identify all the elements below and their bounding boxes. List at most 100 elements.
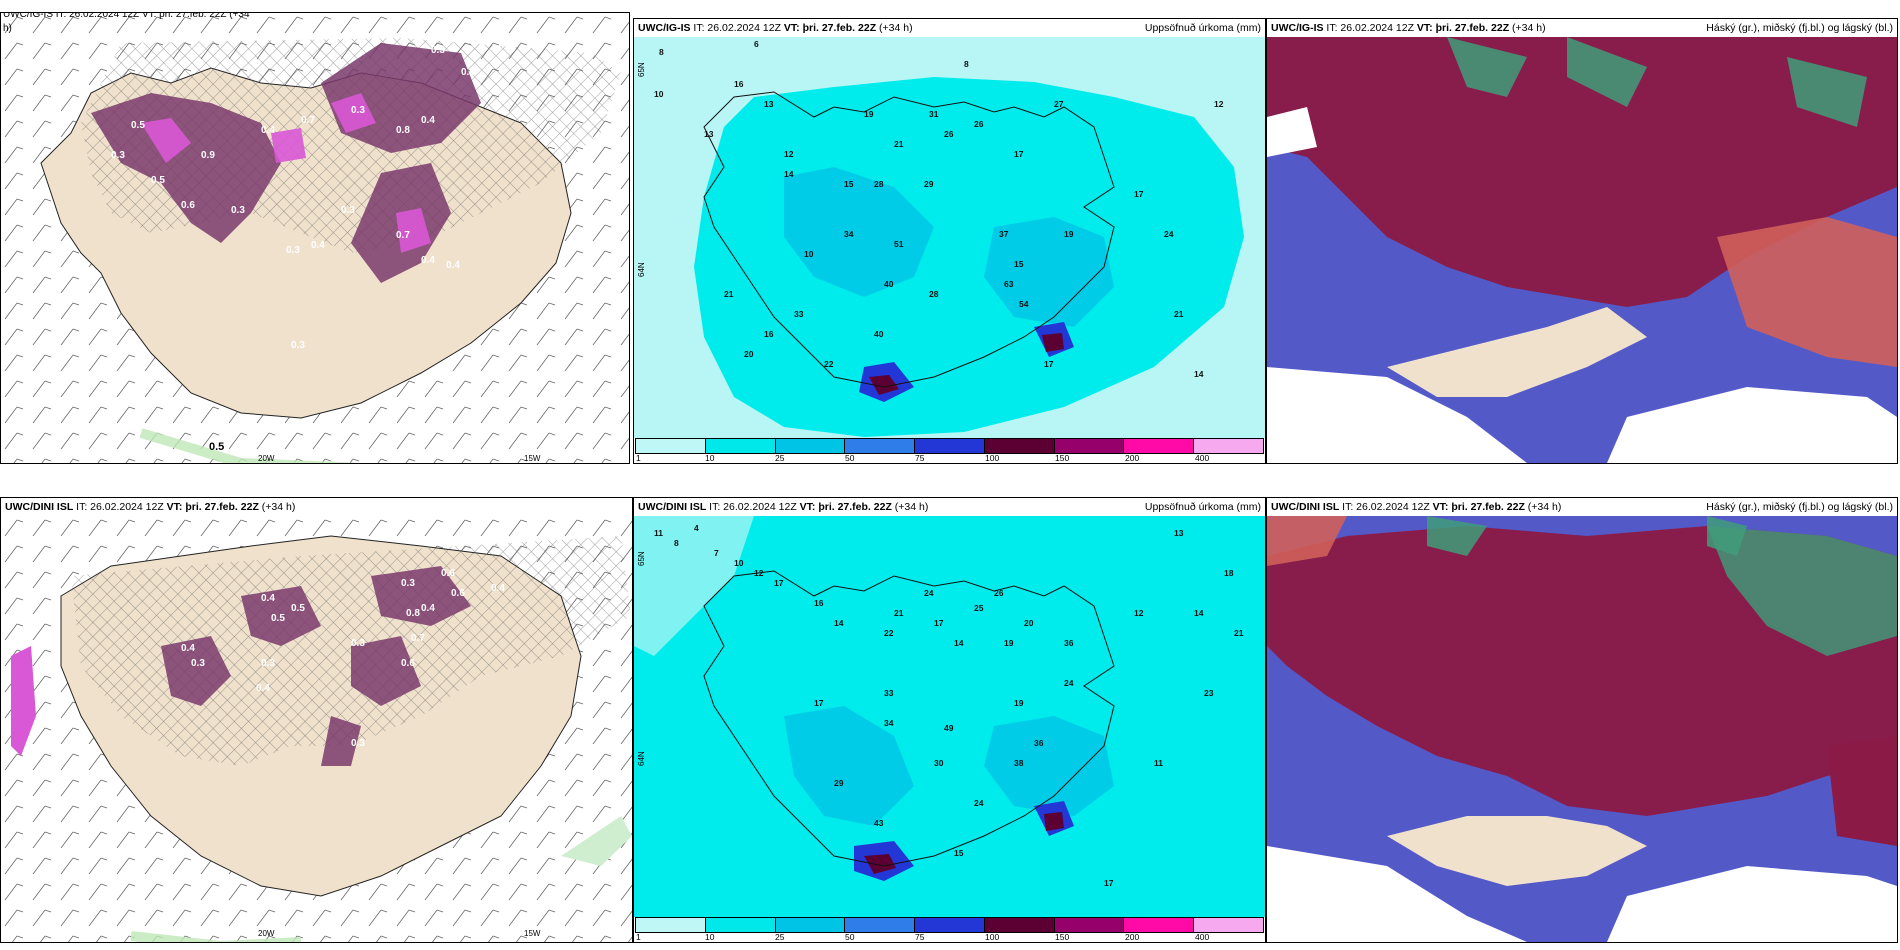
- svg-text:0.8: 0.8: [406, 608, 420, 619]
- legend-ticks: 1 10 25 50 75 100 150 200 400: [635, 453, 1264, 463]
- svg-text:7: 7: [714, 548, 719, 558]
- panel-header: UWC/IG-IS IT: 26.02.2024 12Z VT: þri. 27…: [634, 19, 1265, 37]
- svg-text:0.3: 0.3: [401, 578, 415, 589]
- svg-text:21: 21: [894, 139, 904, 149]
- panel-bottom-left: UWC/DINI ISL IT: 26.02.2024 12Z VT: þri.…: [0, 497, 633, 943]
- lat-label-64n: 64N: [637, 751, 646, 766]
- precip-legend: 1 10 25 50 75 100 150 200 400: [634, 437, 1265, 463]
- svg-text:4: 4: [694, 523, 699, 533]
- legend-tick: 1: [636, 453, 641, 463]
- panel-header: UWC/DINI ISL IT: 26.02.2024 12Z VT: þri.…: [1, 498, 632, 516]
- svg-text:18: 18: [1224, 568, 1234, 578]
- svg-text:13: 13: [1174, 528, 1184, 538]
- lat-label-64n: 64N: [637, 262, 646, 277]
- svg-text:0.4: 0.4: [491, 583, 505, 594]
- model-name: UWC/IG-IS: [638, 22, 691, 34]
- legend-tick: 150: [1055, 932, 1070, 942]
- legend-tick: 25: [775, 453, 785, 463]
- legend-tick: 75: [915, 932, 925, 942]
- svg-text:17: 17: [1044, 359, 1054, 369]
- vt-label: VT:: [166, 501, 186, 513]
- init-time: IT: 26.02.2024 12Z: [1323, 22, 1417, 34]
- svg-text:10: 10: [734, 558, 744, 568]
- legend-tick: 25: [775, 932, 785, 942]
- svg-text:36: 36: [1064, 638, 1074, 648]
- svg-text:22: 22: [824, 359, 834, 369]
- clipped-header-line1: UWC/IG-IS IT: 26.02.2024 12Z VT: þri. 27…: [3, 12, 250, 20]
- panel-header: UWC/DINI ISL IT: 26.02.2024 12Z VT: þri.…: [634, 498, 1265, 516]
- snow-pink-patches: [141, 93, 431, 253]
- svg-text:11: 11: [1154, 758, 1163, 768]
- svg-text:63: 63: [1004, 279, 1014, 289]
- map-canvas-bottom-right: [1267, 516, 1897, 942]
- svg-text:22: 22: [884, 628, 894, 638]
- svg-text:36: 36: [1034, 738, 1044, 748]
- map-canvas-top-mid: 8 6 8 10 16 13 13 12 14 31 21 26 19 26 1…: [634, 37, 1265, 438]
- svg-text:26: 26: [944, 129, 954, 139]
- svg-text:8: 8: [964, 59, 969, 69]
- panel-title: Háský (gr.), miðský (fj.bl.) og lágský (…: [1706, 501, 1893, 513]
- svg-text:16: 16: [734, 79, 744, 89]
- svg-text:20: 20: [744, 349, 754, 359]
- legend-tick: 200: [1125, 932, 1140, 942]
- map-canvas-bottom-mid: 11 8 7 4 10 12 17 16 14 22 21 24 17 25 2…: [634, 516, 1265, 917]
- svg-text:0.5: 0.5: [131, 120, 145, 131]
- legend-tick: 400: [1195, 453, 1210, 463]
- svg-text:25: 25: [974, 603, 984, 613]
- legend-swatch: [1054, 918, 1125, 932]
- svg-text:49: 49: [944, 723, 954, 733]
- map-canvas-top-right: [1267, 37, 1897, 463]
- legend-swatch: [705, 918, 776, 932]
- lon-label-20w: 20W: [258, 454, 275, 463]
- legend-tick: 400: [1195, 932, 1210, 942]
- legend-swatch: [636, 918, 706, 932]
- svg-text:13: 13: [704, 129, 714, 139]
- svg-text:14: 14: [1194, 608, 1204, 618]
- legend-swatch: [705, 439, 776, 453]
- lead-time: (+34 h): [1524, 501, 1562, 513]
- svg-text:10: 10: [804, 249, 814, 259]
- panel-title: Háský (gr.), miðský (fj.bl.) og lágský (…: [1706, 22, 1893, 34]
- svg-text:0.3: 0.3: [231, 205, 245, 216]
- panel-top-left: 0.5 20W 15W 0.3 0.6 0.5 0.4 0.3 0.9 0.3 …: [0, 12, 630, 464]
- svg-text:28: 28: [874, 179, 884, 189]
- legend-tick: 75: [915, 453, 925, 463]
- precip-legend: 1 10 25 50 75 100 150 200 400: [634, 916, 1265, 942]
- svg-text:14: 14: [784, 169, 794, 179]
- svg-text:0.3: 0.3: [286, 245, 300, 256]
- snow-accumulation-map: 20W 15W 0.6 0.4 0.5 0.3 0.4 0.6 0.3 0.3 …: [1, 516, 632, 942]
- svg-text:26: 26: [974, 119, 984, 129]
- svg-text:0.6: 0.6: [81, 265, 95, 276]
- legend-tick: 100: [985, 932, 1000, 942]
- panel-top-right: UWC/IG-IS IT: 26.02.2024 12Z VT: þri. 27…: [1266, 18, 1898, 464]
- svg-text:54: 54: [1019, 299, 1029, 309]
- svg-text:30: 30: [934, 758, 944, 768]
- svg-text:0.3: 0.3: [351, 105, 365, 116]
- snow-accumulation-map: 0.5 20W 15W 0.3 0.6 0.5 0.4 0.3 0.9 0.3 …: [1, 13, 629, 463]
- legend-tick: 1: [636, 932, 641, 942]
- svg-text:14: 14: [834, 618, 844, 628]
- legend-tick: 200: [1125, 453, 1140, 463]
- legend-swatch: [915, 439, 985, 453]
- svg-text:24: 24: [974, 798, 984, 808]
- legend-colorbar: [635, 917, 1264, 933]
- svg-text:19: 19: [1014, 698, 1024, 708]
- model-name: UWC/DINI ISL: [638, 501, 707, 513]
- svg-text:11: 11: [654, 528, 663, 538]
- svg-text:12: 12: [1134, 608, 1144, 618]
- lat-label-65n: 65N: [637, 62, 646, 77]
- svg-text:17: 17: [1134, 189, 1144, 199]
- svg-text:0.4: 0.4: [311, 240, 325, 251]
- svg-text:0.4: 0.4: [421, 115, 435, 126]
- svg-text:0.6: 0.6: [461, 67, 475, 78]
- snow-dark-patches: [91, 43, 481, 283]
- contour-label: 0.5: [209, 441, 224, 453]
- vt-label: VT:: [1432, 501, 1452, 513]
- lon-label-15w: 15W: [524, 929, 541, 938]
- legend-swatch: [845, 439, 916, 453]
- svg-text:40: 40: [884, 279, 894, 289]
- svg-text:24: 24: [1064, 678, 1074, 688]
- legend-swatch: [984, 918, 1055, 932]
- svg-text:15: 15: [1014, 259, 1024, 269]
- legend-tick: 50: [845, 453, 855, 463]
